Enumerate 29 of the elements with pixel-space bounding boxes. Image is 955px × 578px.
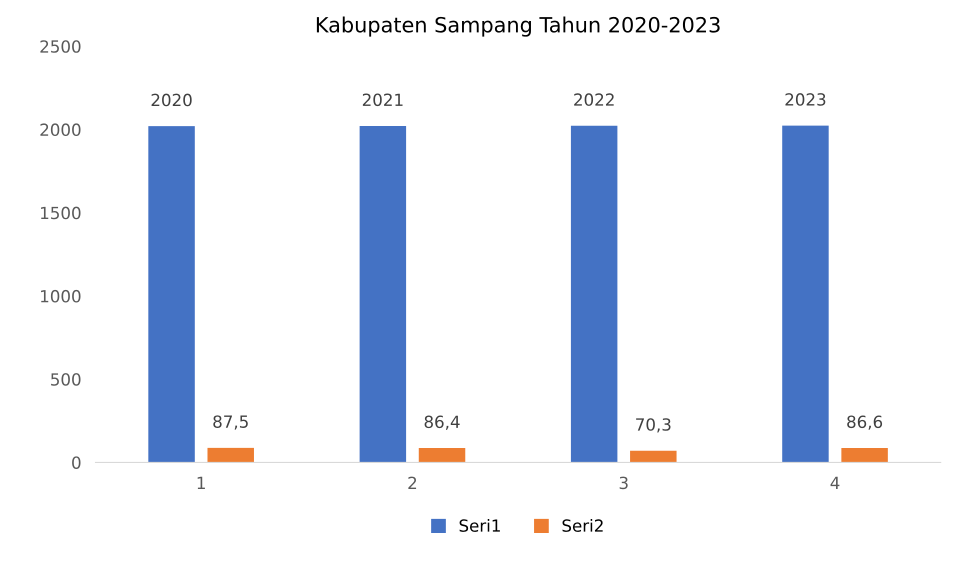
x-tick-label: 1 (198, 476, 205, 489)
bar (782, 126, 829, 462)
y-tick-label: 1500 (41, 206, 81, 220)
y-tick-label: 500 (51, 373, 81, 386)
data-label: 86,4 (424, 416, 460, 430)
bar (841, 448, 888, 462)
legend-label: Seri1 (460, 519, 500, 532)
x-tick-label: 2 (408, 476, 416, 489)
bar (570, 126, 618, 462)
legend-label: Seri2 (562, 519, 603, 532)
data-label: 2020 (152, 94, 192, 106)
y-tick-label: 2000 (40, 123, 81, 136)
x-tick-label: 4 (830, 476, 840, 489)
bar (360, 126, 406, 462)
y-tick-label: 1000 (41, 290, 81, 303)
data-label: 87,5 (213, 415, 248, 430)
y-tick-label: 2500 (40, 40, 81, 53)
data-label: 70,3 (636, 418, 671, 432)
bar (207, 448, 254, 462)
bar (418, 448, 466, 462)
data-label: 2023 (785, 93, 826, 106)
data-label: 86,6 (847, 415, 882, 430)
y-tick-label: 0 (72, 456, 81, 469)
bar (148, 126, 195, 462)
data-label: 2021 (362, 93, 403, 106)
data-label: 2022 (574, 93, 614, 106)
bar (630, 450, 677, 462)
x-tick-label: 3 (620, 476, 628, 490)
chart-title: Kabupaten Sampang Tahun 2020-2023 (316, 16, 720, 37)
